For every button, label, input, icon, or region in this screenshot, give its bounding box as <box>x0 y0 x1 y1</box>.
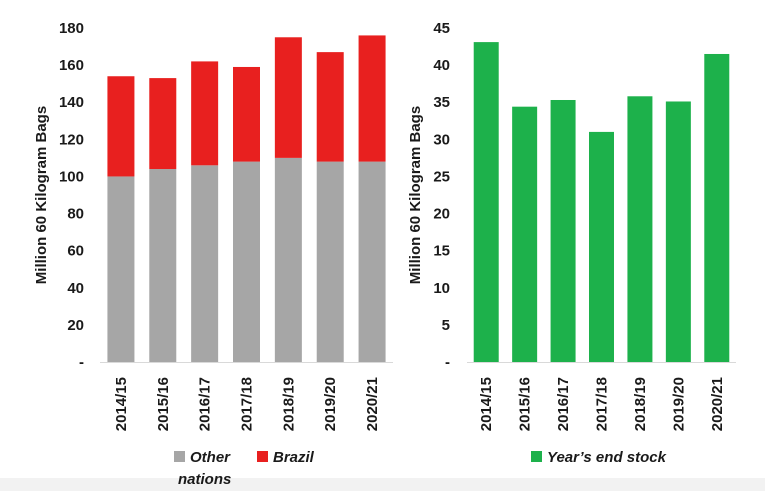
y-tick-label: 5 <box>442 317 450 334</box>
y-tick-label: 100 <box>59 168 84 185</box>
y-tick-label: 15 <box>433 243 450 260</box>
bar-brazil-2017-18 <box>233 66 260 162</box>
y-tick-label: 60 <box>67 243 84 260</box>
x-category-label: 2017/18 <box>594 377 611 431</box>
bar-other-nations-2014-15 <box>107 176 135 362</box>
bar-other-nations-2018-19 <box>274 157 302 362</box>
bar-year-s-end-stock-2018-19 <box>627 96 653 362</box>
bar-year-s-end-stock-2015-16 <box>512 106 538 362</box>
y-tick-label: 45 <box>433 20 450 37</box>
legend-swatch <box>257 451 268 462</box>
y-tick-label: 40 <box>67 280 84 297</box>
y-tick-label: 20 <box>433 206 450 223</box>
y-tick-label: 160 <box>59 57 84 74</box>
y-tick-label: 10 <box>433 280 450 297</box>
bar-year-s-end-stock-2017-18 <box>589 131 614 362</box>
bar-brazil-2020-21 <box>358 35 386 162</box>
chart-left: - 20 40 60 80 100 120 140 160 180 Million 60 Kilog… <box>33 20 393 488</box>
chart-right: - 5 10 15 20 25 30 35 40 45 Million 60 Kilogram Ba… <box>407 20 736 466</box>
x-category-label: 2020/21 <box>364 377 381 431</box>
y-tick-label: 120 <box>59 131 84 148</box>
y-tick-label: 40 <box>433 57 450 74</box>
y-tick-label: 180 <box>59 20 84 37</box>
x-category-label: 2016/17 <box>555 377 572 431</box>
x-category-label: 2020/21 <box>709 377 726 431</box>
bottom-strip <box>0 478 765 491</box>
y-tick-label: 30 <box>433 131 450 148</box>
y-tick-label: 20 <box>67 317 84 334</box>
legend-label: Brazil <box>273 449 315 466</box>
y-tick-label: 140 <box>59 94 84 111</box>
bar-year-s-end-stock-2020-21 <box>704 53 730 362</box>
x-category-label: 2014/15 <box>478 377 495 431</box>
legend-swatch <box>174 451 185 462</box>
y-tick-label: - <box>79 354 84 371</box>
bar-other-nations-2015-16 <box>149 169 177 362</box>
y-tick-label: 35 <box>433 94 450 111</box>
x-category-label: 2018/19 <box>632 377 649 431</box>
y-axis-label: Million 60 Kilogram Bags <box>33 106 50 284</box>
bar-brazil-2015-16 <box>149 78 177 170</box>
bar-other-nations-2020-21 <box>358 161 386 362</box>
x-category-label: 2019/20 <box>322 377 339 431</box>
y-tick-label: 80 <box>67 206 84 223</box>
legend-label: nations <box>178 471 231 488</box>
x-category-label: 2015/16 <box>155 377 172 431</box>
bar-brazil-2016-17 <box>191 61 219 166</box>
legend-swatch <box>531 451 542 462</box>
x-category-label: 2016/17 <box>197 377 214 431</box>
bar-brazil-2014-15 <box>107 76 135 177</box>
bar-year-s-end-stock-2019-20 <box>665 101 691 362</box>
x-category-label: 2014/15 <box>113 377 130 431</box>
x-category-label: 2018/19 <box>280 377 297 431</box>
y-axis-label: Million 60 Kilogram Bags <box>407 106 424 284</box>
x-category-label: 2019/20 <box>670 377 687 431</box>
bar-year-s-end-stock-2016-17 <box>550 99 576 363</box>
y-tick-label: 25 <box>433 168 450 185</box>
bar-other-nations-2016-17 <box>191 165 219 362</box>
bar-other-nations-2019-20 <box>316 161 344 362</box>
y-tick-label: - <box>445 354 450 371</box>
legend-label: Year’s end stock <box>547 449 667 466</box>
legend-label: Other <box>190 449 231 466</box>
bar-brazil-2018-19 <box>274 37 302 158</box>
bar-other-nations-2017-18 <box>233 161 260 362</box>
x-category-label: 2017/18 <box>239 377 256 431</box>
x-category-label: 2015/16 <box>517 377 534 431</box>
bar-year-s-end-stock-2014-15 <box>473 42 499 362</box>
bar-brazil-2019-20 <box>316 52 344 162</box>
